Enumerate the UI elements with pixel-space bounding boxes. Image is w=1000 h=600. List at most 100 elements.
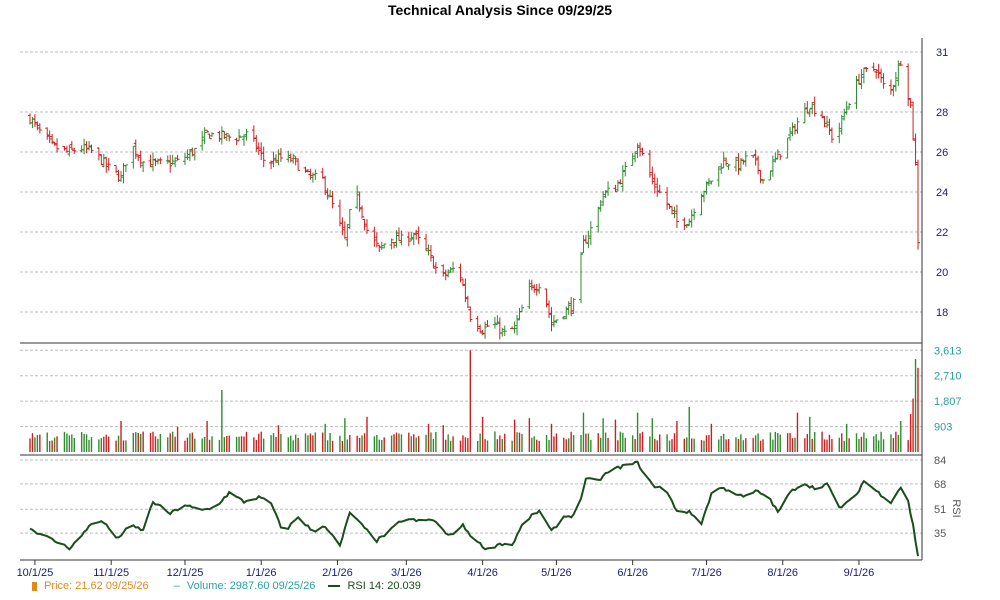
legend: Price: 21.62 09/25/26 – Volume: 2987.60 …: [32, 580, 425, 592]
price-bar: [136, 154, 141, 162]
price-bar: [893, 71, 898, 92]
price-bar: [515, 314, 520, 336]
price-bar: [52, 141, 57, 146]
price-bar: [517, 307, 522, 321]
x-tick-label: 6/1/26: [617, 567, 648, 579]
price-bar: [864, 66, 869, 73]
price-bar: [217, 130, 222, 142]
price-bar: [35, 121, 40, 131]
price-bar: [399, 230, 404, 246]
price-bar: [320, 167, 325, 179]
price-bar: [733, 156, 738, 172]
price-bar: [468, 306, 473, 323]
volume-tick-label: 2,710: [934, 371, 962, 383]
price-bar: [854, 75, 859, 109]
price-bar: [793, 123, 798, 135]
price-bar: [261, 146, 266, 168]
price-bar: [638, 142, 643, 157]
price-bar: [551, 315, 556, 328]
price-bar: [342, 221, 347, 240]
price-bar: [778, 153, 783, 161]
price-bar: [483, 321, 488, 339]
price-bar: [330, 191, 335, 209]
price-bar: [856, 73, 861, 85]
price-bar: [500, 327, 505, 337]
price-bar: [879, 68, 884, 83]
price-bar: [165, 155, 170, 164]
price-bar: [544, 288, 549, 308]
rsi-legend-icon: [328, 585, 341, 588]
price-bar: [394, 230, 399, 248]
price-bar: [158, 157, 163, 165]
price-bar: [409, 232, 414, 242]
price-bar: [911, 101, 916, 141]
price-bar: [588, 221, 593, 246]
price-bar: [647, 149, 652, 178]
price-tick-label: 24: [936, 187, 948, 199]
price-bar: [114, 165, 119, 174]
price-bar: [736, 153, 741, 175]
price-bar: [173, 157, 178, 168]
price-bar: [633, 151, 638, 163]
price-bar: [795, 117, 800, 134]
price-bar: [148, 154, 153, 168]
rsi-tick-label: 51: [934, 504, 946, 516]
price-bar: [328, 189, 333, 198]
price-bar: [428, 244, 433, 262]
price-bar: [463, 278, 468, 303]
price-tick-label: 22: [936, 227, 948, 239]
price-bar: [916, 159, 920, 250]
price-bar: [355, 185, 360, 210]
axes: 18 20 22 24 26 28 31 903 1,807 2,710 3,613 35 51 68 84…: [17, 38, 962, 579]
price-bar: [665, 187, 670, 210]
price-bar: [296, 158, 301, 171]
price-bar: [210, 132, 215, 137]
price-bar: [547, 300, 552, 318]
price-bar: [293, 156, 298, 166]
x-tick-label: 11/1/25: [93, 567, 129, 579]
price-bar: [138, 150, 143, 168]
price-bar: [615, 180, 620, 192]
price-bar: [874, 68, 879, 79]
price-bar: [185, 149, 190, 160]
price-bar: [303, 166, 308, 173]
price-bar: [446, 269, 451, 278]
price-bar: [244, 128, 249, 141]
price-bar: [364, 219, 369, 234]
price-bar: [347, 208, 352, 230]
price-tick-label: 31: [936, 47, 948, 59]
price-bar: [726, 163, 731, 170]
price-bar: [392, 242, 397, 249]
price-bar: [357, 191, 362, 212]
price-bar: [657, 184, 662, 194]
price-legend-label: Price: 21.62 09/25/26: [44, 580, 149, 592]
price-bar: [286, 150, 291, 163]
price-bar: [812, 96, 817, 117]
price-bar: [219, 126, 224, 145]
price-bar: [254, 135, 259, 152]
price-bar: [406, 231, 411, 247]
price-bar: [362, 218, 367, 231]
price-bar: [451, 261, 456, 273]
price-bar: [596, 206, 601, 233]
price-bar: [389, 238, 394, 250]
price-bar: [32, 114, 37, 127]
price-bar: [820, 110, 825, 119]
volume-panel: [29, 350, 919, 452]
price-bar: [67, 144, 72, 157]
price-bar: [719, 163, 724, 174]
price-bar: [396, 227, 401, 242]
price-bar: [724, 157, 729, 166]
price-bar: [601, 191, 606, 206]
price-bar: [773, 152, 778, 163]
price-bar: [549, 307, 554, 332]
price-bar: [431, 255, 436, 269]
price-bar: [684, 223, 689, 228]
price-bar: [896, 60, 901, 87]
price-bar: [325, 188, 330, 200]
price-bar: [234, 137, 239, 146]
price-bar: [256, 142, 261, 155]
price-bar: [908, 98, 913, 108]
price-bar: [278, 148, 283, 162]
price-bar: [837, 122, 842, 144]
